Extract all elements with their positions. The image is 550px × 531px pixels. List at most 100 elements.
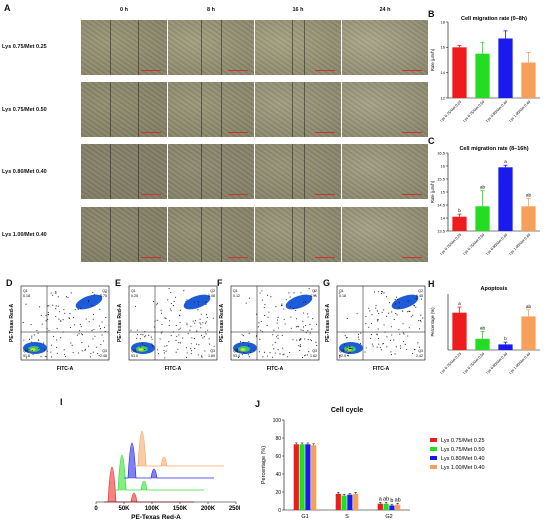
event-dot — [360, 332, 362, 334]
micrograph-image — [81, 144, 167, 199]
event-dot — [303, 301, 305, 303]
event-dot — [33, 334, 35, 336]
panel-b-letter: B — [428, 9, 435, 19]
panel-i-letter: I — [60, 397, 63, 407]
wound-edge-line — [221, 207, 222, 262]
bar — [452, 216, 467, 231]
event-dot — [190, 343, 192, 345]
x-tick-label: Lys 0.75/Met 0.25 — [439, 233, 462, 256]
event-dot — [92, 338, 94, 340]
scale-bar — [402, 70, 422, 71]
event-dot — [358, 339, 360, 341]
event-dot — [98, 325, 100, 327]
y-tick-label: 20 — [275, 490, 281, 496]
y-tick-label: 60 — [275, 454, 281, 460]
significance-letter: ab — [395, 497, 401, 503]
event-dot — [314, 294, 316, 296]
event-dot — [175, 324, 177, 326]
event-dot — [377, 291, 379, 293]
event-dot — [296, 325, 298, 327]
event-dot — [144, 331, 146, 333]
significance-letter: b — [504, 336, 507, 341]
y-tick-label: 16 — [441, 45, 446, 50]
event-dot — [275, 336, 278, 338]
event-dot — [248, 345, 250, 347]
y-axis-label: PE-Texas Red-A — [9, 303, 15, 342]
event-dot — [55, 292, 57, 294]
bar — [498, 38, 513, 98]
event-dot — [142, 334, 144, 336]
event-dot — [388, 312, 390, 314]
event-dot — [92, 318, 94, 320]
event-dot — [157, 349, 159, 351]
event-dot — [298, 345, 300, 347]
event-dot — [295, 318, 298, 320]
event-dot — [277, 334, 279, 336]
event-dot — [48, 305, 50, 307]
panel-j-letter: J — [255, 399, 261, 409]
event-dot — [170, 310, 172, 312]
event-dot — [242, 341, 244, 344]
event-dot — [383, 292, 385, 294]
quadrant-value: 93.0 — [131, 354, 138, 358]
event-dot — [315, 341, 317, 343]
event-dot — [136, 337, 138, 339]
event-dot — [365, 315, 367, 318]
event-dot — [385, 296, 387, 298]
event-dot — [197, 309, 199, 311]
event-dot — [39, 306, 41, 308]
cell-cluster-q2 — [183, 294, 211, 310]
event-dot — [148, 334, 150, 336]
event-dot — [380, 292, 382, 294]
event-dot — [207, 329, 209, 331]
event-dot — [274, 341, 276, 343]
bar — [335, 493, 341, 510]
event-dot — [253, 349, 255, 351]
cell-cluster-q2 — [75, 294, 103, 310]
event-dot — [28, 348, 30, 350]
event-dot — [81, 350, 83, 352]
event-dot — [260, 320, 262, 323]
event-dot — [22, 321, 24, 324]
event-dot — [30, 324, 32, 326]
quadrant-label: Q3 — [210, 349, 215, 353]
event-dot — [205, 303, 207, 305]
event-dot — [151, 338, 153, 340]
event-dot — [190, 348, 192, 350]
event-dot — [290, 327, 292, 329]
bar — [475, 53, 490, 98]
event-dot — [381, 311, 383, 313]
event-dot — [365, 347, 367, 349]
event-dot — [259, 292, 261, 294]
event-dot — [261, 290, 263, 292]
micrograph-image — [168, 207, 254, 262]
bar — [293, 444, 299, 510]
event-dot — [343, 349, 345, 351]
event-dot — [46, 328, 48, 330]
x-axis-label: PE-Texas Red-A — [131, 514, 181, 521]
event-dot — [368, 307, 370, 309]
event-dot — [272, 344, 274, 346]
event-dot — [314, 290, 316, 292]
event-dot — [389, 339, 392, 341]
event-dot — [195, 343, 198, 345]
y-tick-label: 13.5 — [437, 228, 446, 233]
event-dot — [277, 337, 279, 339]
wound-edge-line — [201, 20, 202, 75]
col-label-24h: 24 h — [379, 7, 391, 13]
quadrant-value: 2.46 — [100, 354, 107, 358]
event-dot — [422, 317, 424, 319]
event-dot — [165, 318, 167, 320]
wound-edge-line — [221, 144, 222, 199]
quadrant-value: 6.40 — [416, 294, 423, 298]
quadrant-value: 5.08 — [208, 294, 215, 298]
quadrant-value: 0.12 — [233, 294, 240, 298]
bar — [498, 344, 513, 350]
event-dot — [175, 351, 177, 353]
event-dot — [309, 332, 311, 334]
event-dot — [88, 321, 90, 323]
scale-bar — [228, 70, 248, 71]
micrograph-image — [81, 207, 167, 262]
event-dot — [288, 292, 290, 294]
event-dot — [409, 310, 411, 313]
